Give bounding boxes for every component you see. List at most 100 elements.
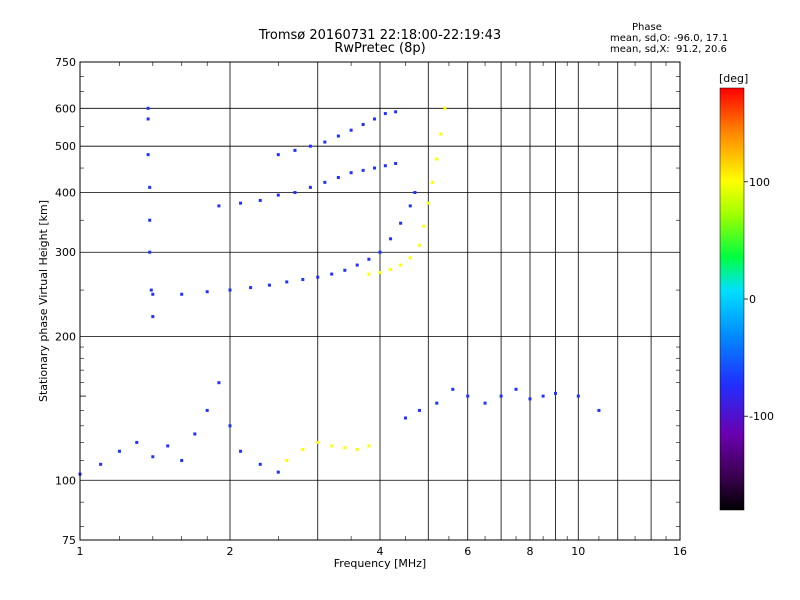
y-tick-label: 500 xyxy=(55,140,76,153)
x-tick-label: 4 xyxy=(377,545,384,558)
data-point xyxy=(308,185,312,189)
data-point xyxy=(597,408,601,412)
data-point xyxy=(528,397,532,401)
data-point xyxy=(99,462,103,466)
data-point xyxy=(285,458,289,462)
data-point xyxy=(451,387,455,391)
x-tick-label: 2 xyxy=(227,545,234,558)
data-point xyxy=(383,112,387,116)
data-point xyxy=(228,288,232,292)
data-point xyxy=(553,391,557,395)
data-point xyxy=(330,444,334,448)
data-point xyxy=(205,290,209,294)
colorbar-label: [deg] xyxy=(719,72,748,85)
data-point xyxy=(367,257,371,261)
data-point xyxy=(483,401,487,405)
y-tick-label: 300 xyxy=(55,246,76,259)
data-point xyxy=(217,381,221,385)
data-point xyxy=(166,444,170,448)
data-point xyxy=(316,275,320,279)
data-point xyxy=(431,180,435,184)
data-point xyxy=(435,401,439,405)
plot-frame xyxy=(79,61,681,541)
chart-title: Tromsø 20160731 22:18:00-22:19:43 xyxy=(258,28,502,43)
data-point xyxy=(316,440,320,444)
data-point xyxy=(228,424,232,428)
data-point xyxy=(151,292,155,296)
data-point xyxy=(146,153,150,157)
data-point xyxy=(389,237,393,241)
data-point xyxy=(378,271,382,275)
data-point xyxy=(403,416,407,420)
data-point xyxy=(426,201,430,205)
data-point xyxy=(293,190,297,194)
data-point xyxy=(336,134,340,138)
y-tick-label: 200 xyxy=(55,330,76,343)
data-point xyxy=(146,117,150,121)
data-point xyxy=(276,193,280,197)
y-tick-label: 100 xyxy=(55,474,76,487)
data-point xyxy=(417,408,421,412)
data-point xyxy=(373,117,377,121)
data-point xyxy=(343,446,347,450)
phase-stats-heading: Phase xyxy=(632,22,662,33)
data-point xyxy=(361,123,365,127)
data-points xyxy=(78,106,601,476)
data-point xyxy=(349,171,353,175)
data-point xyxy=(367,272,371,276)
data-point xyxy=(336,175,340,179)
data-point xyxy=(367,444,371,448)
data-point xyxy=(466,394,470,398)
data-point xyxy=(422,224,426,228)
data-point xyxy=(576,394,580,398)
data-point xyxy=(514,387,518,391)
data-point xyxy=(349,128,353,132)
data-point xyxy=(330,272,334,276)
data-point xyxy=(323,140,327,144)
colorbar-tick-label: 0 xyxy=(749,293,756,306)
data-point xyxy=(394,110,398,114)
phase-stats-o: mean, sd,O: -96.0, 17.1 xyxy=(610,33,729,44)
data-point xyxy=(258,462,262,466)
data-point xyxy=(193,432,197,436)
data-point xyxy=(394,161,398,165)
y-axis-label: Stationary phase Virtual Height [km] xyxy=(37,200,50,402)
colorbar xyxy=(719,87,745,511)
data-point xyxy=(378,250,382,254)
x-tick-label: 16 xyxy=(673,545,687,558)
data-point xyxy=(149,288,153,292)
data-point xyxy=(323,180,327,184)
x-tick-label: 8 xyxy=(527,545,534,558)
data-point xyxy=(205,408,209,412)
data-point xyxy=(361,168,365,172)
data-point xyxy=(389,268,393,272)
y-tick-label: 600 xyxy=(55,102,76,115)
data-point xyxy=(373,166,377,170)
data-point xyxy=(413,190,417,194)
data-point xyxy=(343,268,347,272)
data-point xyxy=(239,449,243,453)
colorbar-tick-label: -100 xyxy=(749,410,774,423)
data-point xyxy=(180,458,184,462)
data-point xyxy=(258,198,262,202)
x-axis-label: Frequency [MHz] xyxy=(334,557,426,570)
data-point xyxy=(435,157,439,161)
data-point xyxy=(148,250,152,254)
data-point xyxy=(151,315,155,319)
data-point xyxy=(443,106,447,110)
data-point xyxy=(355,447,359,451)
data-point xyxy=(217,204,221,208)
data-point xyxy=(541,394,545,398)
data-point xyxy=(148,185,152,189)
data-point xyxy=(117,449,121,453)
data-point xyxy=(408,256,412,260)
data-point xyxy=(399,263,403,267)
data-point xyxy=(417,243,421,247)
grid xyxy=(79,61,681,541)
y-tick-label: 400 xyxy=(55,186,76,199)
data-point xyxy=(383,164,387,168)
data-point xyxy=(293,148,297,152)
data-point xyxy=(308,144,312,148)
axis-ticks: 1 2 4 6 8 10 16 75 100 200 300 400 500 600 750 xyxy=(55,56,687,558)
